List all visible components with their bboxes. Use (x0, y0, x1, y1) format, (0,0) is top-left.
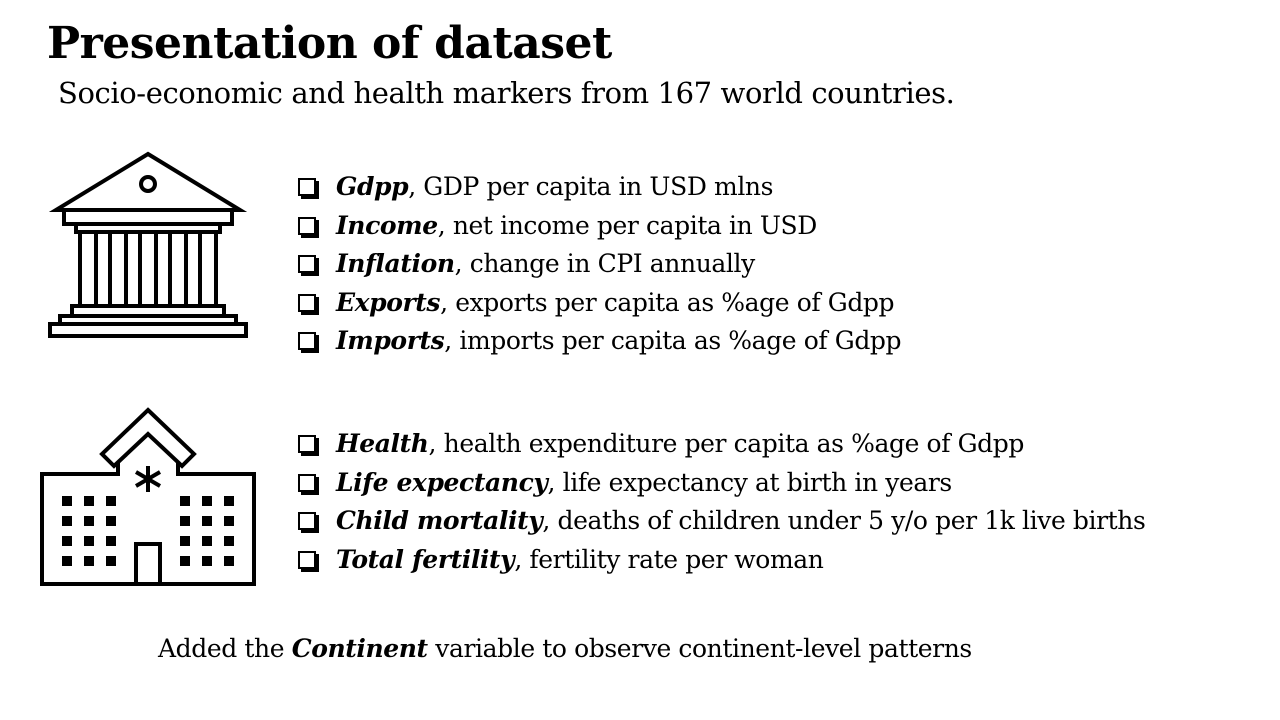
slide-subtitle: Socio-economic and health markers from 1… (58, 76, 955, 110)
checkbox-bullet-icon (298, 178, 316, 197)
bank-building-icon (48, 151, 248, 338)
economic-variables-list: Gdpp, GDP per capita in USD mlns Income,… (296, 168, 902, 361)
list-item: Imports, imports per capita as %age of G… (296, 322, 902, 361)
list-item: Health, health expenditure per capita as… (296, 425, 1145, 464)
variable-description: , exports per capita as %age of Gdpp (440, 287, 895, 317)
variable-term: Gdpp (336, 172, 409, 202)
checkbox-bullet-icon (298, 473, 316, 492)
checkbox-bullet-icon (298, 512, 316, 531)
variable-description: , life expectancy at birth in years (547, 467, 953, 497)
variable-term: Health (336, 429, 429, 459)
variable-description: , health expenditure per capita as %age … (428, 429, 1025, 459)
list-item: Inflation, change in CPI annually (296, 245, 901, 284)
variable-description: , net income per capita in USD (437, 210, 818, 240)
list-item: Child mortality, deaths of children unde… (296, 502, 1146, 541)
footnote-before: Added the (158, 634, 292, 663)
slide-title: Presentation of dataset (47, 18, 612, 69)
variable-term: Exports (336, 287, 441, 317)
list-item: Exports, exports per capita as %age of G… (296, 284, 901, 323)
variable-term: Inflation (336, 249, 455, 279)
variable-description: , deaths of children under 5 y/o per 1k … (542, 506, 1146, 536)
health-variables-list: Health, health expenditure per capita as… (296, 425, 1146, 580)
variable-description: , fertility rate per woman (514, 544, 824, 574)
variable-term: Child mortality (336, 506, 543, 536)
checkbox-bullet-icon (298, 216, 316, 235)
variable-term: Income (336, 210, 438, 240)
variable-term: Imports (336, 326, 445, 356)
variable-description: , change in CPI annually (454, 249, 756, 279)
variable-term: Total fertility (336, 544, 515, 574)
checkbox-bullet-icon (298, 550, 316, 569)
hospital-icon (40, 407, 256, 586)
variable-description: , imports per capita as %age of Gdpp (444, 326, 902, 356)
list-item: Total fertility, fertility rate per woma… (296, 541, 1145, 580)
list-item: Income, net income per capita in USD (296, 207, 901, 246)
checkbox-bullet-icon (298, 255, 316, 274)
list-item: Life expectancy, life expectancy at birt… (296, 464, 1145, 503)
variable-term: Life expectancy (336, 467, 548, 497)
variable-description: , GDP per capita in USD mlns (408, 172, 774, 202)
footnote-after: variable to observe continent-level patt… (427, 634, 972, 663)
footnote: Added the Continent variable to observe … (158, 634, 972, 663)
footnote-term: Continent (291, 634, 428, 663)
checkbox-bullet-icon (298, 293, 316, 312)
checkbox-bullet-icon (298, 332, 316, 351)
checkbox-bullet-icon (298, 435, 316, 454)
list-item: Gdpp, GDP per capita in USD mlns (296, 168, 901, 207)
